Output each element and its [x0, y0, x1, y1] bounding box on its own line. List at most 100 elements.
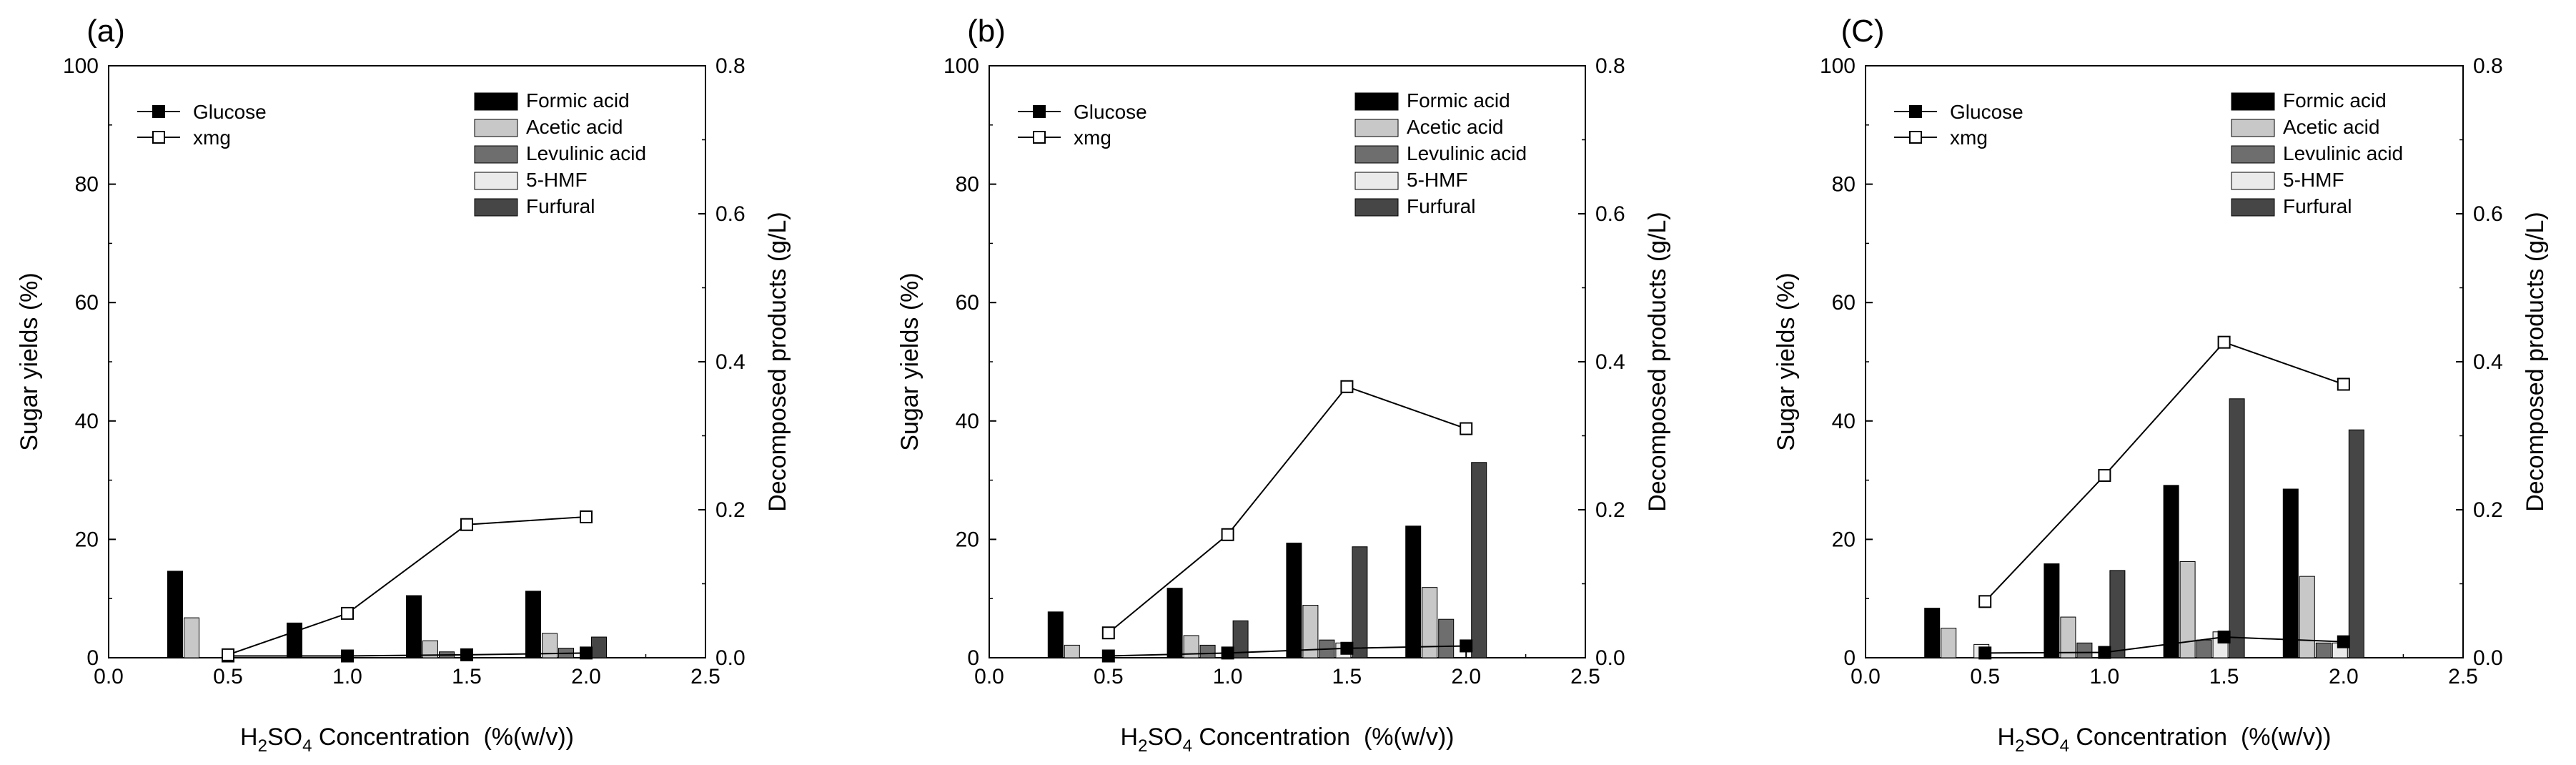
x-tick-label: 2.0 [1451, 665, 1481, 688]
y-right-tick-label: 0.0 [715, 646, 745, 670]
legend-label-formic-acid: Formic acid [526, 89, 630, 112]
legend-bar-swatch [474, 172, 518, 190]
legend-label-5-hmf: 5-HMF [2283, 169, 2344, 191]
x-axis-label: H2SO4 Concentration (%(w/v)) [1121, 724, 1455, 756]
x-tick-label: 1.5 [2209, 665, 2239, 688]
marker-glucose [2217, 631, 2231, 644]
bar-acetic-acid [2179, 561, 2196, 658]
y-left-tick-label: 40 [1832, 410, 1856, 433]
legend-bar-swatch [474, 92, 518, 111]
marker-xmg [1101, 626, 1115, 640]
bar-furfural [2348, 429, 2364, 658]
marker-glucose [2098, 646, 2111, 659]
x-axis-label-sub1: 2 [2015, 736, 2024, 756]
line-xmg [227, 515, 587, 656]
x-tick-label: 0.0 [974, 665, 1004, 688]
marker-glucose [580, 646, 593, 660]
bar-acetic-acid [1183, 635, 1199, 658]
y-left-tick-label: 100 [1820, 54, 1856, 78]
bar-furfural [1471, 462, 1487, 658]
legend-bar-swatch [2231, 145, 2275, 164]
marker-glucose [1460, 639, 1473, 653]
y-right-tick-label: 0.6 [715, 202, 745, 226]
bar-furfural [1352, 546, 1368, 658]
bar-acetic-acid [542, 633, 558, 658]
marker-xmg [1460, 422, 1473, 435]
legend-label-acetic-acid: Acetic acid [1407, 116, 1503, 138]
x-tick-label: 1.5 [1332, 665, 1362, 688]
legend-bar-swatch [1354, 198, 1399, 217]
line-glucose [228, 652, 587, 657]
x-axis-label-prefix: H [240, 724, 258, 751]
y-left-tick-label: 60 [1832, 291, 1856, 315]
y-right-tick-label: 0.4 [1595, 350, 1625, 374]
bar-levulinic-acid [2076, 642, 2093, 658]
x-tick-label: 0.5 [1970, 665, 2000, 688]
x-tick-label: 0.5 [213, 665, 243, 688]
x-axis-label-prefix: H [1121, 724, 1139, 751]
panel-label: (b) [967, 14, 1006, 49]
marker-glucose [2337, 635, 2350, 648]
legend-marker-swatch [1033, 105, 1046, 118]
y-left-tick-label: 80 [75, 173, 99, 197]
x-tick-label: 2.5 [690, 665, 720, 688]
marker-glucose [1101, 649, 1115, 663]
legend-marker-swatch [152, 131, 165, 144]
legend-bar-swatch [1354, 145, 1399, 164]
legend-label-acetic-acid: Acetic acid [526, 116, 623, 138]
bar-formic-acid [525, 591, 541, 658]
x-tick-label: 0.5 [1094, 665, 1124, 688]
x-tick-label: 1.0 [1213, 665, 1243, 688]
y-right-tick-label: 0.0 [1595, 646, 1625, 670]
x-axis-label: H2SO4 Concentration (%(w/v)) [1998, 724, 2332, 756]
legend-label-xmg: xmg [1074, 127, 1111, 149]
marker-xmg [1340, 380, 1354, 393]
x-axis-label-sub2: 4 [2060, 736, 2069, 756]
bar-formic-acid [2163, 485, 2179, 658]
legend-marker-swatch [1909, 131, 1922, 144]
marker-xmg [2098, 468, 2111, 482]
bar-levulinic-acid [2315, 642, 2332, 658]
marker-xmg [2217, 335, 2231, 349]
legend-label-furfural: Furfural [2283, 195, 2352, 217]
bar-furfural [2109, 570, 2126, 658]
legend-label-5-hmf: 5-HMF [526, 169, 588, 191]
x-axis-label-suffix: Concentration (%(w/v)) [312, 724, 574, 751]
x-tick-label: 2.5 [1570, 665, 1600, 688]
x-axis-label-mid: SO [267, 724, 302, 751]
y-right-tick-label: 0.2 [715, 498, 745, 522]
legend-label-glucose: Glucose [193, 101, 267, 123]
y-left-tick-label: 60 [956, 291, 979, 315]
bar-acetic-acid [1064, 644, 1080, 658]
bar-furfural [591, 636, 607, 658]
y-left-tick-label: 0 [967, 646, 979, 670]
bar-acetic-acid [184, 617, 199, 658]
legend-bar-swatch [1354, 172, 1399, 190]
chart-panel-3: 0.0 0.5 1.0 1.5 2.0 2.5 0 20 40 60 80 100 0.0 0.2 0.4 0… [1773, 14, 2549, 756]
y-axis-right-label: Decomposed products (g/L) [2522, 212, 2549, 512]
y-right-tick-label: 0.4 [715, 350, 745, 374]
y-axis-right-label: Decomposed products (g/L) [1644, 212, 1671, 512]
x-axis-label-mid: SO [2024, 724, 2059, 751]
y-left-tick-label: 80 [956, 173, 979, 197]
y-left-tick-label: 100 [63, 54, 99, 78]
x-tick-label: 1.0 [2090, 665, 2120, 688]
bar-levulinic-acid [2196, 639, 2212, 658]
legend-bar-swatch [2231, 119, 2275, 137]
y-left-tick-label: 40 [956, 410, 979, 433]
legend-label-furfural: Furfural [526, 195, 595, 217]
y-left-tick-label: 80 [1832, 173, 1856, 197]
marker-glucose [341, 649, 354, 663]
x-tick-label: 2.0 [2329, 665, 2359, 688]
x-axis-label-prefix: H [1998, 724, 2016, 751]
legend-bar-swatch [474, 119, 518, 137]
legend-bar-swatch [2231, 92, 2275, 111]
legend-label-xmg: xmg [193, 127, 231, 149]
y-right-tick-label: 0.6 [1595, 202, 1625, 226]
bar-formic-acid [1047, 611, 1064, 658]
x-tick-label: 0.0 [1851, 665, 1881, 688]
bar-acetic-acid [1941, 628, 1957, 658]
y-right-tick-label: 0.4 [2473, 350, 2503, 374]
legend-label-acetic-acid: Acetic acid [2283, 116, 2379, 138]
y-left-tick-label: 40 [75, 410, 99, 433]
